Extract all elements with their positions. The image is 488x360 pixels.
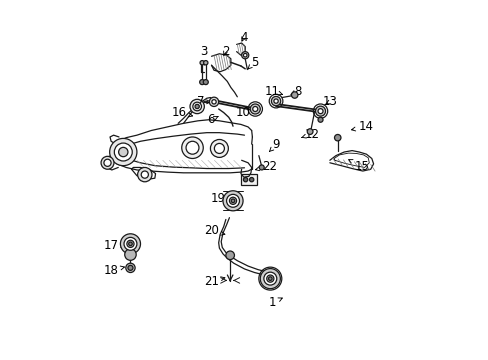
Circle shape	[203, 80, 208, 85]
Circle shape	[109, 138, 137, 166]
Circle shape	[271, 96, 280, 106]
Circle shape	[209, 97, 218, 107]
Text: 19: 19	[210, 192, 232, 205]
Circle shape	[243, 177, 247, 182]
Text: 18: 18	[103, 264, 124, 277]
Text: 16: 16	[171, 106, 192, 119]
Text: 4: 4	[240, 31, 247, 44]
Circle shape	[268, 277, 271, 280]
Circle shape	[195, 104, 199, 109]
Text: 6: 6	[207, 113, 218, 126]
Circle shape	[243, 53, 246, 57]
Text: 12: 12	[301, 127, 319, 141]
Circle shape	[104, 159, 111, 166]
Text: 8: 8	[290, 85, 301, 98]
Circle shape	[273, 99, 278, 103]
Text: 1: 1	[268, 296, 282, 309]
Text: 14: 14	[351, 121, 373, 134]
Circle shape	[199, 80, 204, 85]
Circle shape	[124, 237, 137, 250]
Circle shape	[137, 167, 152, 182]
Text: 5: 5	[247, 56, 258, 69]
Circle shape	[334, 134, 340, 141]
Circle shape	[315, 106, 325, 116]
Circle shape	[317, 109, 323, 114]
Bar	[241, 174, 257, 185]
Circle shape	[124, 249, 136, 260]
Text: 11: 11	[264, 85, 282, 98]
Text: 3: 3	[200, 45, 207, 65]
Circle shape	[185, 141, 199, 154]
Circle shape	[229, 197, 236, 204]
Text: 17: 17	[103, 239, 124, 252]
Circle shape	[126, 240, 134, 247]
Circle shape	[120, 234, 140, 254]
Circle shape	[128, 265, 133, 270]
Circle shape	[200, 60, 204, 65]
Circle shape	[250, 104, 260, 114]
Circle shape	[317, 117, 323, 122]
Text: 2: 2	[221, 45, 229, 58]
Text: 15: 15	[348, 159, 369, 173]
Circle shape	[291, 92, 297, 98]
Circle shape	[182, 137, 203, 158]
Circle shape	[128, 242, 132, 246]
Circle shape	[252, 107, 257, 112]
Circle shape	[226, 194, 239, 207]
Circle shape	[214, 143, 224, 153]
Text: 10: 10	[236, 106, 257, 119]
Circle shape	[259, 165, 264, 170]
Text: 9: 9	[269, 138, 280, 152]
Text: 20: 20	[203, 224, 224, 238]
Circle shape	[203, 60, 207, 65]
Circle shape	[125, 263, 135, 273]
Circle shape	[306, 129, 312, 134]
Circle shape	[192, 102, 201, 111]
Text: 22: 22	[255, 160, 276, 173]
Circle shape	[231, 199, 234, 203]
Circle shape	[190, 99, 204, 114]
Circle shape	[264, 272, 276, 285]
Circle shape	[119, 147, 128, 157]
Circle shape	[223, 191, 243, 211]
Circle shape	[211, 100, 216, 104]
Circle shape	[260, 269, 280, 289]
Text: 13: 13	[322, 95, 337, 108]
Circle shape	[225, 251, 234, 260]
Circle shape	[241, 51, 248, 59]
Text: 7: 7	[197, 95, 210, 108]
Circle shape	[249, 177, 253, 182]
Circle shape	[210, 139, 228, 157]
Circle shape	[266, 275, 273, 282]
Circle shape	[114, 143, 132, 161]
Text: 21: 21	[203, 275, 224, 288]
Circle shape	[101, 156, 114, 169]
Circle shape	[141, 171, 148, 178]
